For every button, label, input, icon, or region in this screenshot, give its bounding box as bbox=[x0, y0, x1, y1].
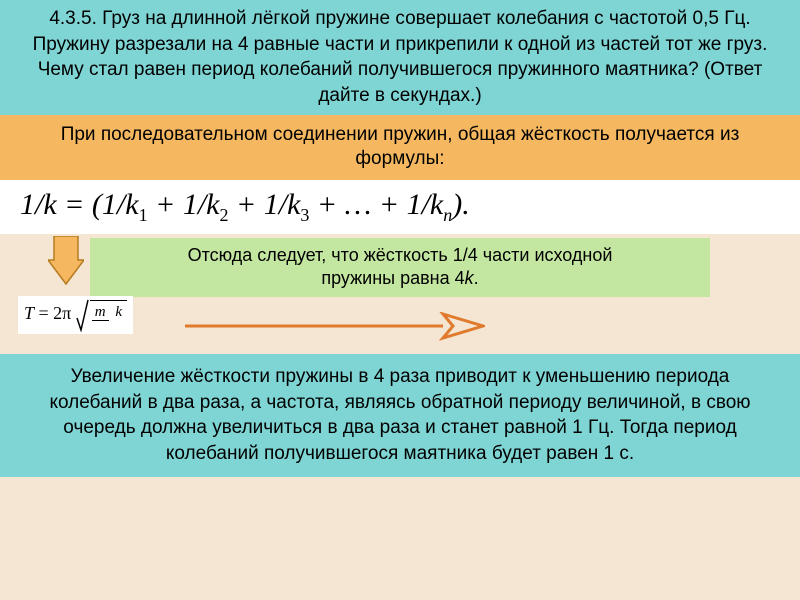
conclusion-text: Увеличение жёсткости пружины в 4 раза пр… bbox=[0, 354, 800, 477]
period-formula-text: T bbox=[24, 303, 34, 323]
formula-text: 1/k = (1/k1 + 1/k2 + 1/k3 + … + 1/kn). bbox=[20, 188, 470, 221]
intro-text: При последовательном соединении пружин, … bbox=[0, 115, 800, 180]
sqrt-icon bbox=[76, 298, 90, 332]
deduction-line1: Отсюда следует, что жёсткость 1/4 части … bbox=[188, 245, 613, 265]
series-stiffness-formula: 1/k = (1/k1 + 1/k2 + 1/k3 + … + 1/kn). bbox=[0, 180, 800, 234]
arrow-right-icon bbox=[185, 312, 485, 352]
period-fraction: m k bbox=[92, 305, 125, 320]
middle-region: Отсюда следует, что жёсткость 1/4 части … bbox=[0, 234, 800, 354]
arrow-down-icon bbox=[48, 236, 84, 286]
deduction-line2: пружины равна 4k. bbox=[321, 268, 478, 288]
period-formula: T = 2π m k bbox=[18, 296, 133, 334]
deduction-box: Отсюда следует, что жёсткость 1/4 части … bbox=[90, 238, 710, 297]
problem-statement: 4.3.5. Груз на длинной лёгкой пружине со… bbox=[0, 0, 800, 115]
